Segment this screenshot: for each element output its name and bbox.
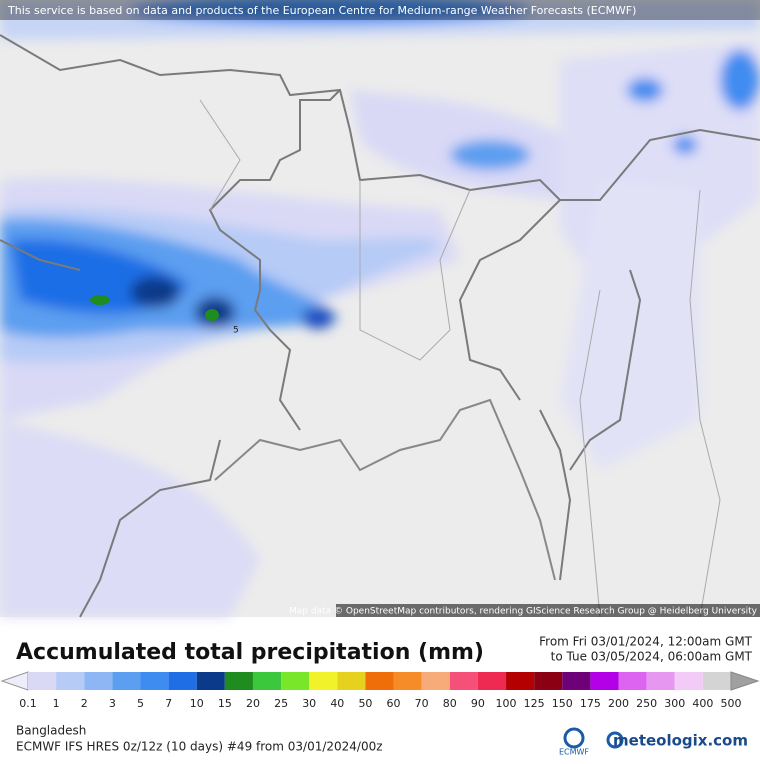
attribution-top: This service is based on data and produc… (7, 4, 636, 17)
legend-title: Accumulated total precipitation (mm) (16, 640, 484, 665)
legend-swatch (252, 672, 282, 690)
legend-label: 40 (330, 697, 344, 710)
legend-swatch (337, 672, 366, 690)
attribution-bar (336, 604, 760, 617)
legend-swatch (534, 672, 563, 690)
map: This service is based on data and produc… (0, 0, 760, 618)
legend-label: 90 (471, 697, 485, 710)
legend-over (730, 671, 760, 691)
legend-label: 2 (81, 697, 88, 710)
contour-label: 5 (233, 326, 239, 336)
precipitation-field (0, 0, 760, 617)
legend-label: 300 (664, 697, 685, 710)
legend-label: 175 (580, 697, 601, 710)
legend-under (0, 671, 29, 691)
legend-label: 7 (165, 697, 172, 710)
legend-label: 5 (137, 697, 144, 710)
legend-label: 70 (415, 697, 429, 710)
legend-label: 30 (302, 697, 316, 710)
ecmwf-logo: ECMWF (559, 748, 589, 757)
ecmwf-icon (563, 727, 585, 749)
legend-swatch (224, 672, 253, 690)
period-to: to Tue 03/05/2024, 06:00am GMT (551, 650, 753, 664)
legend-label: 1 (53, 697, 60, 710)
legend-swatch (590, 672, 619, 690)
legend-label: 3 (109, 697, 116, 710)
legend-label: 50 (358, 697, 372, 710)
legend-swatch (281, 672, 310, 690)
legend-label: 150 (552, 697, 573, 710)
legend-label: 10 (190, 697, 204, 710)
legend-swatch (562, 672, 591, 690)
legend-swatch (56, 672, 85, 690)
legend-swatch (84, 672, 113, 690)
legend-swatch (477, 672, 507, 690)
precip-cell (90, 295, 110, 305)
borders (0, 34, 760, 618)
legend-swatch (393, 672, 422, 690)
legend-swatch (449, 672, 478, 690)
legend-label: 20 (246, 697, 260, 710)
legend-label: 200 (608, 697, 629, 710)
legend-swatch (702, 672, 731, 690)
coastline (214, 398, 556, 581)
meteologix-logo: meteologix.com (613, 732, 748, 750)
model-info: ECMWF IFS HRES 0z/12z (10 days) #49 from… (16, 740, 383, 754)
color-legend: 0.1 1 2 3 5 7 10 15 20 25 30 40 50 60 70 80 90 100 125 150 1… (0, 671, 760, 710)
legend-swatch (168, 672, 197, 690)
attribution-bottom: Map data © OpenStreetMap contributors, r… (289, 607, 758, 617)
legend-swatch (140, 672, 169, 690)
legend-label: 100 (496, 697, 517, 710)
legend-label: 80 (443, 697, 457, 710)
legend-swatch (618, 672, 647, 690)
legend-swatch (506, 672, 535, 690)
attribution-bar (0, 0, 760, 20)
meteologix-icon (606, 731, 624, 749)
legend-swatch (365, 672, 394, 690)
legend-label: 500 (721, 697, 742, 710)
legend-label: 25 (274, 697, 288, 710)
legend-swatch (28, 672, 57, 690)
legend-swatch (112, 672, 141, 690)
legend-swatch (674, 672, 703, 690)
legend-label: 0.1 (19, 697, 37, 710)
legend-label: 60 (387, 697, 401, 710)
legend-label: 125 (524, 697, 545, 710)
legend-swatch (646, 672, 675, 690)
legend-label: 400 (692, 697, 713, 710)
legend-swatch (421, 672, 450, 690)
legend-label: 15 (218, 697, 232, 710)
region: Bangladesh (16, 724, 86, 738)
precip-cell (205, 309, 219, 321)
legend-label: 250 (636, 697, 657, 710)
legend-swatch (309, 672, 338, 690)
districts (199, 99, 721, 618)
legend-swatch (196, 672, 225, 690)
period-from: From Fri 03/01/2024, 12:00am GMT (539, 635, 753, 649)
